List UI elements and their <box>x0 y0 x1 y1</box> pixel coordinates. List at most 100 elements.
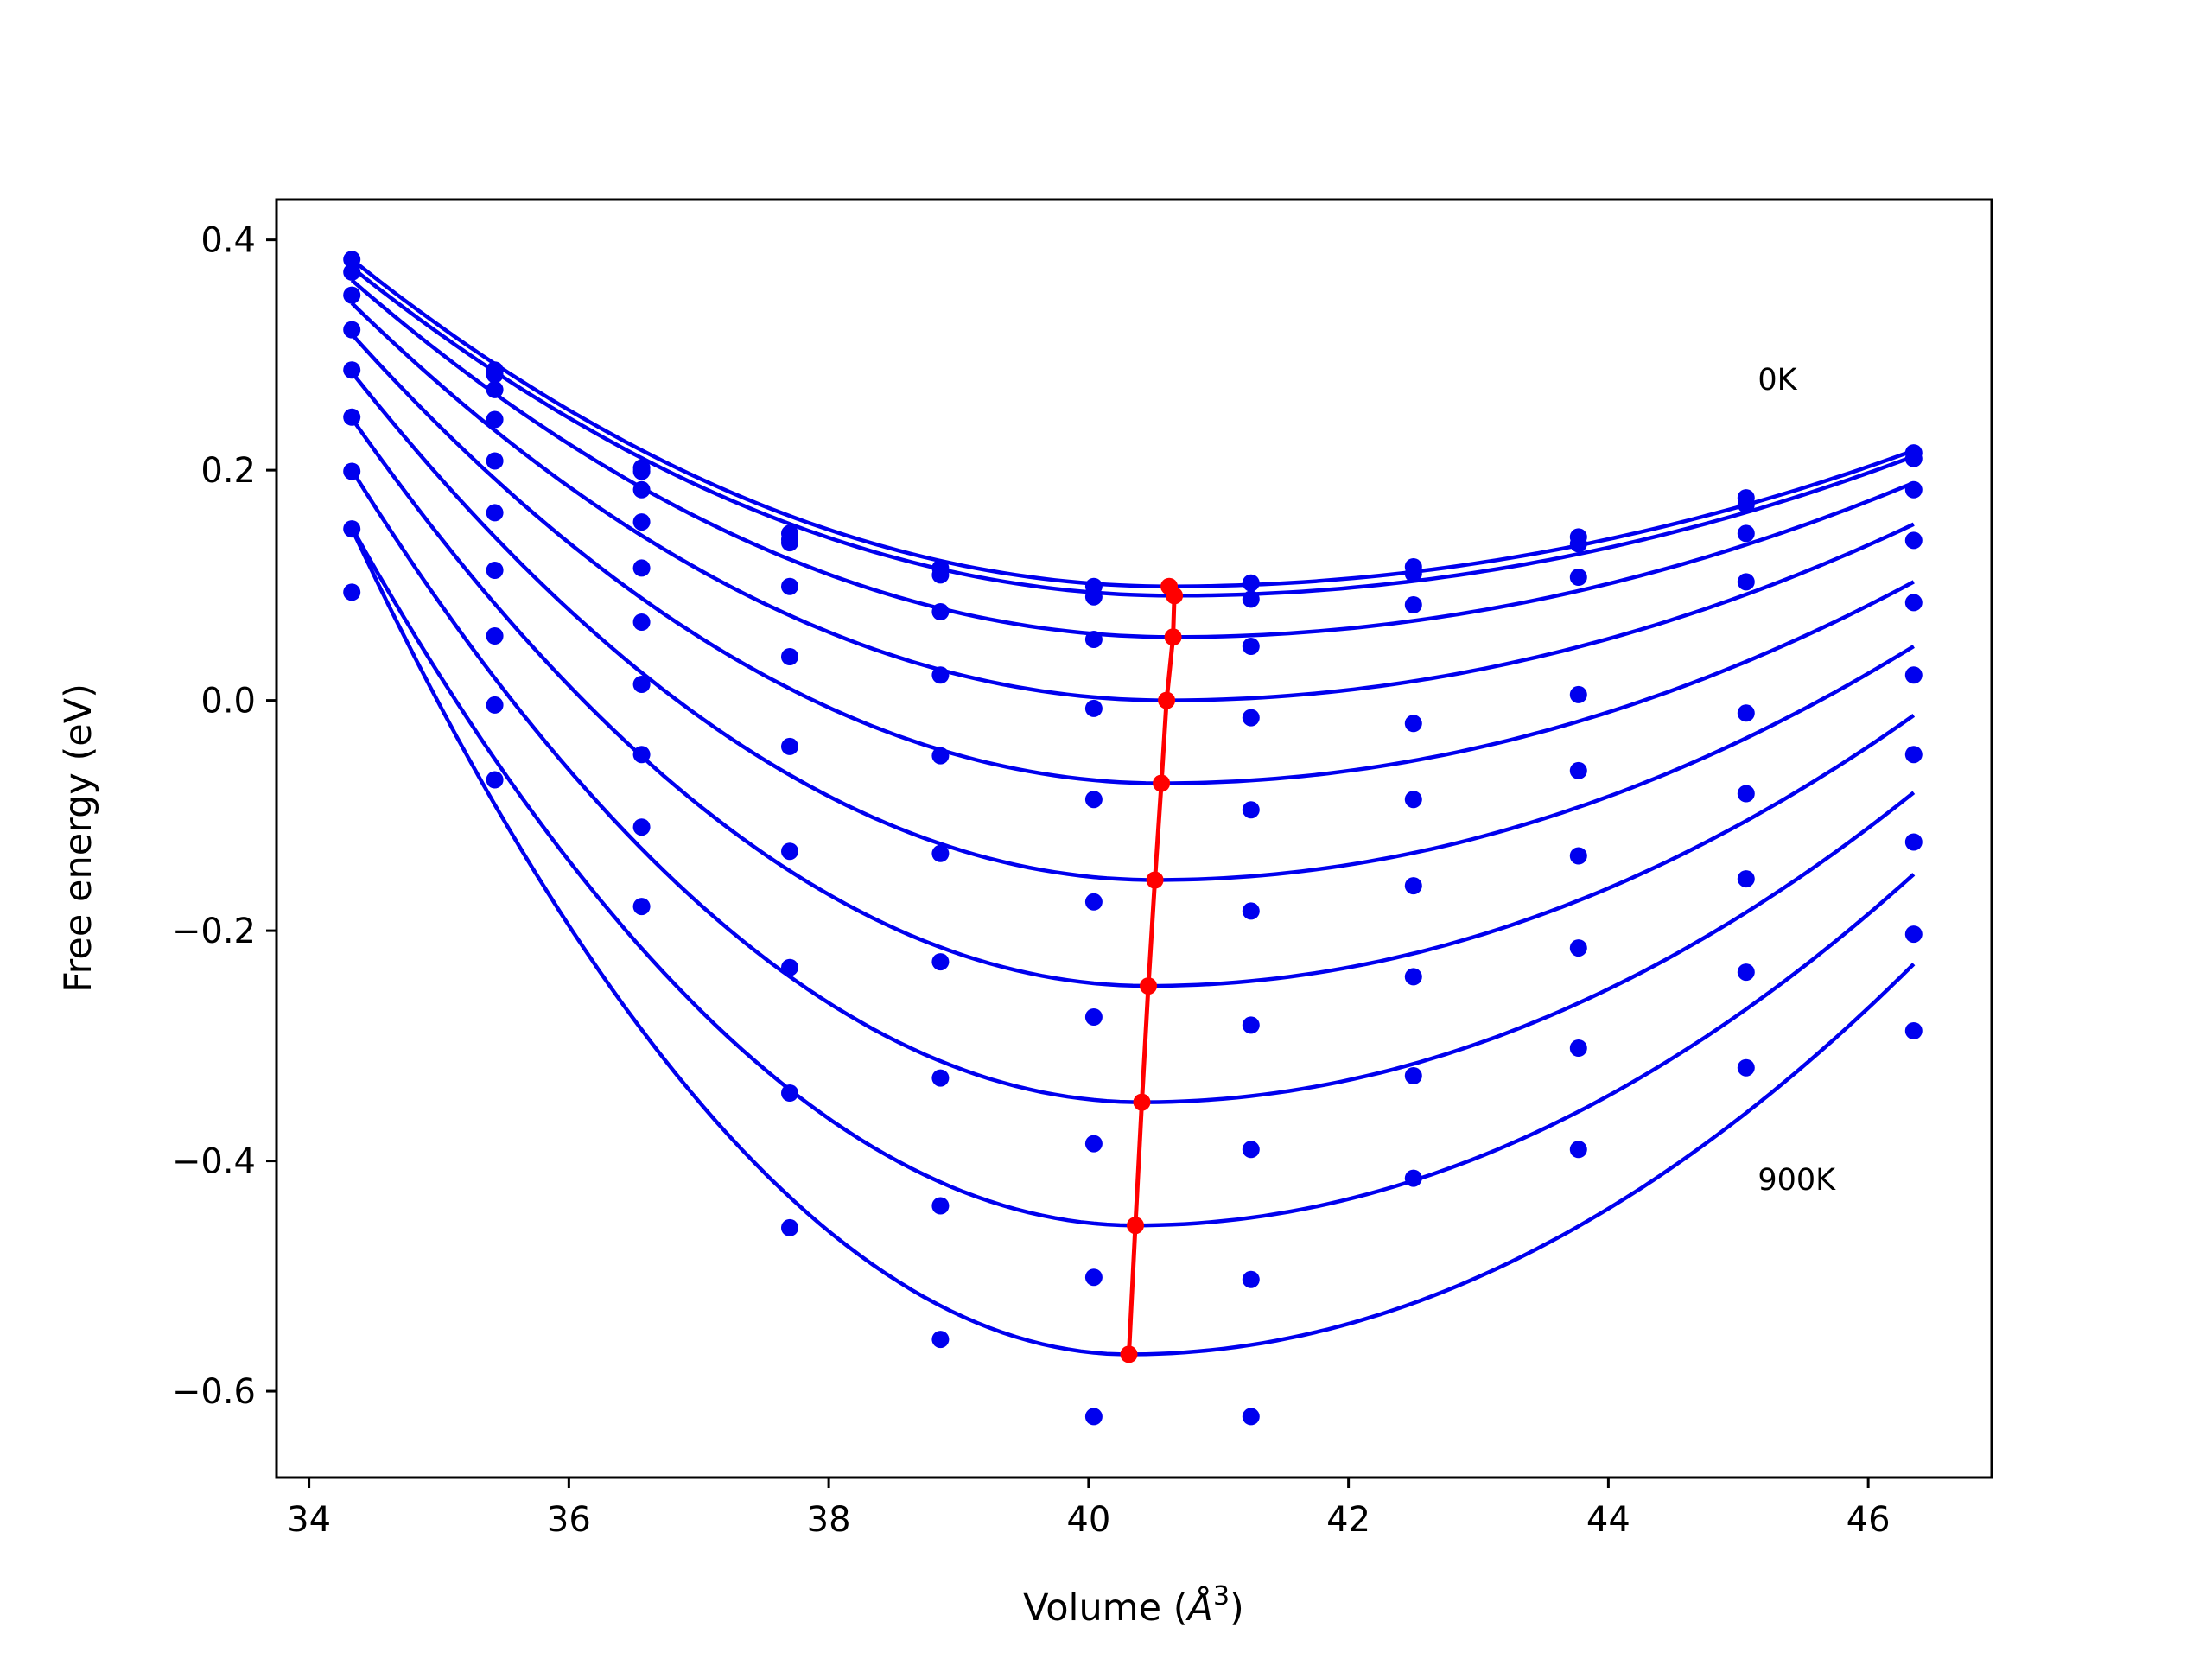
data-point <box>1569 1039 1587 1057</box>
x-tick-label: 46 <box>1847 1500 1891 1540</box>
data-point <box>632 676 651 693</box>
data-point <box>343 462 361 480</box>
data-point <box>1084 1268 1103 1287</box>
data-point <box>1242 1141 1260 1159</box>
data-point <box>1404 791 1422 809</box>
data-point <box>343 321 361 339</box>
x-tick-label: 44 <box>1586 1500 1630 1540</box>
data-point <box>1242 1016 1260 1034</box>
fit-curve-6 <box>350 416 1916 988</box>
data-point <box>1569 569 1587 586</box>
data-point <box>486 380 504 398</box>
y-tick-label: 0.0 <box>200 682 256 721</box>
data-point <box>1904 833 1923 851</box>
data-point <box>486 365 504 384</box>
annotations: 0K 900K <box>1758 363 1836 1198</box>
plot-frame <box>275 198 1993 1479</box>
data-point <box>1242 709 1260 727</box>
data-point <box>1904 449 1923 467</box>
x-axis-label-text: Volume ( <box>1023 1586 1187 1630</box>
data-point <box>632 559 651 577</box>
minimum-line-group <box>1120 577 1184 1363</box>
data-point <box>343 286 361 304</box>
minimum-point <box>1133 1093 1151 1111</box>
data-point <box>1404 715 1422 733</box>
data-point <box>1904 746 1923 764</box>
data-point <box>1904 1022 1923 1039</box>
data-point <box>1084 1135 1103 1153</box>
data-point <box>632 513 651 531</box>
data-point <box>1242 590 1260 608</box>
y-tick-label: 0.4 <box>200 221 256 261</box>
x-axis-label: Volume (Å3) <box>1023 1581 1244 1630</box>
minimum-point <box>1158 691 1176 709</box>
y-axis: 0.4 0.2 0.0 −0.2 −0.4 −0.6 <box>172 221 276 1412</box>
data-point <box>486 771 504 789</box>
data-point <box>1404 565 1422 582</box>
data-point <box>1737 963 1755 982</box>
data-point <box>931 603 950 620</box>
data-point <box>632 898 651 916</box>
x-axis-label-symbol: Å <box>1185 1586 1213 1630</box>
data-point <box>1569 1141 1587 1159</box>
data-point <box>1084 631 1103 648</box>
data-point <box>931 747 950 765</box>
data-point <box>343 583 361 601</box>
data-point <box>1242 1270 1260 1288</box>
data-point <box>486 504 504 522</box>
data-point <box>1569 535 1587 553</box>
minimum-point <box>1140 977 1157 995</box>
data-point <box>1404 877 1422 895</box>
data-point <box>486 696 504 714</box>
data-point <box>1569 847 1587 865</box>
data-point <box>1242 638 1260 655</box>
y-axis-label: Free energy (eV) <box>57 683 100 993</box>
data-point <box>1737 785 1755 803</box>
data-point <box>632 462 651 480</box>
fit-curve-5 <box>350 371 1915 882</box>
data-point <box>1904 666 1923 684</box>
data-point <box>1404 1067 1422 1084</box>
data-point <box>486 562 504 579</box>
data-point <box>931 1331 950 1349</box>
data-point <box>486 627 504 645</box>
x-tick-label: 40 <box>1066 1500 1110 1540</box>
data-points <box>343 251 1923 1426</box>
data-point <box>781 1084 798 1102</box>
y-tick-label: −0.6 <box>172 1372 256 1412</box>
data-point <box>1569 939 1587 957</box>
data-point <box>343 408 361 426</box>
data-point <box>781 1218 798 1236</box>
data-point <box>1904 594 1923 612</box>
data-point <box>1404 968 1422 986</box>
data-point <box>486 410 504 429</box>
x-axis: 34 36 38 40 42 44 46 <box>287 1478 1891 1540</box>
data-point <box>343 361 361 379</box>
data-point <box>781 842 798 861</box>
x-tick-label: 34 <box>287 1500 331 1540</box>
data-point <box>1737 496 1755 514</box>
x-axis-label-close: ) <box>1230 1586 1244 1630</box>
data-point <box>632 818 651 836</box>
fit-curve-4 <box>350 333 1915 785</box>
data-point <box>343 251 361 269</box>
data-point <box>1084 893 1103 911</box>
data-point <box>486 452 504 470</box>
minimum-line <box>1127 585 1177 1355</box>
y-tick-label: −0.2 <box>172 912 256 951</box>
data-point <box>1242 902 1260 920</box>
data-point <box>931 1069 950 1087</box>
data-point <box>1404 596 1422 613</box>
data-point <box>1569 761 1587 779</box>
fit-curve-2 <box>350 278 1915 639</box>
data-point <box>1737 573 1755 591</box>
data-point <box>1904 480 1923 499</box>
data-point <box>632 480 651 499</box>
data-point <box>931 566 950 584</box>
data-point <box>1737 524 1755 543</box>
data-point <box>1084 1008 1103 1026</box>
y-tick-label: 0.2 <box>200 451 256 491</box>
data-point <box>781 534 798 552</box>
